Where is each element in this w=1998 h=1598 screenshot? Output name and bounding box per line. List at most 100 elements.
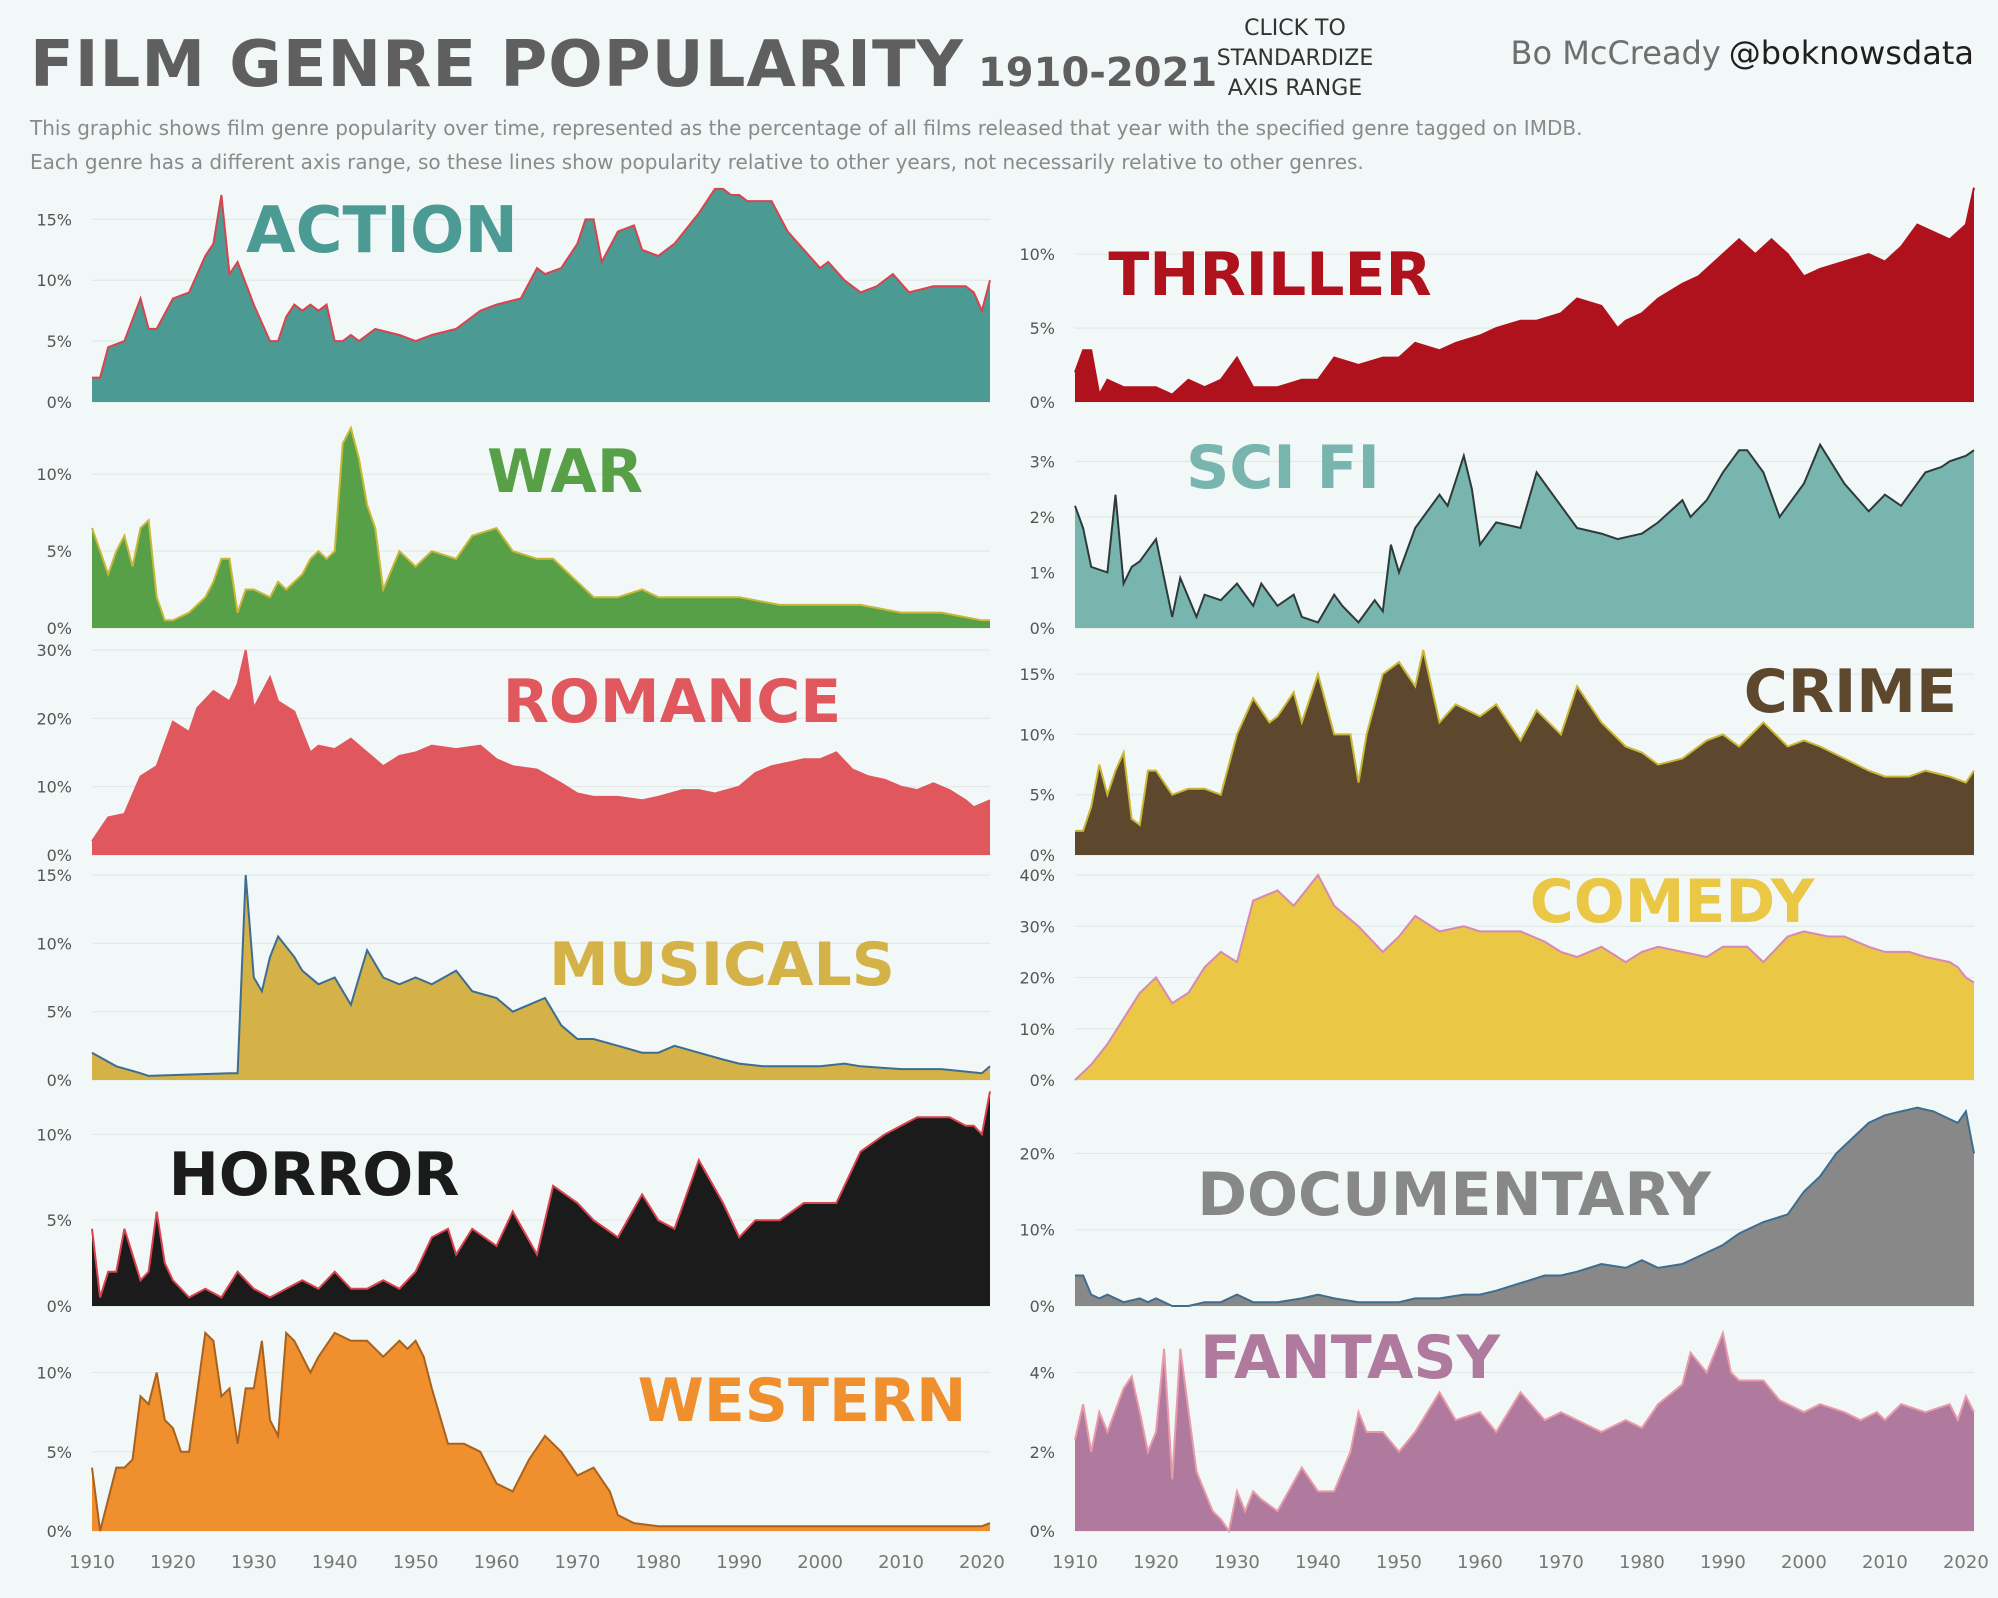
y-tick-label: 0% — [1030, 1297, 1055, 1316]
genre-panel-western: 0% 5% 10% WESTERN — [36, 1330, 991, 1541]
genre-label: SCI FI — [1186, 433, 1380, 503]
y-tick-label: 20% — [36, 709, 72, 728]
y-tick-label: 0% — [1030, 619, 1055, 638]
area-fill — [92, 428, 990, 628]
x-tick-label: 1980 — [635, 1552, 681, 1573]
y-tick-label: 4% — [1030, 1364, 1055, 1383]
x-tick-label: 1920 — [1133, 1552, 1179, 1573]
x-tick-label: 1910 — [1052, 1552, 1098, 1573]
y-tick-label: 40% — [1019, 866, 1055, 885]
genre-label: WESTERN — [638, 1366, 967, 1436]
y-tick-label: 0% — [1030, 1071, 1055, 1090]
genre-label: WAR — [487, 437, 643, 507]
area-fill — [92, 1091, 990, 1306]
y-tick-label: 0% — [47, 393, 72, 412]
y-tick-label: 20% — [1019, 1144, 1055, 1163]
genre-panel-fantasy: 0% 2% 4% FANTASY — [1030, 1323, 1975, 1541]
author-handle: @boknowsdata — [1728, 34, 1974, 72]
area-fill — [92, 188, 990, 402]
area-fill — [1075, 875, 1974, 1080]
y-tick-label: 10% — [36, 1364, 72, 1383]
x-tick-label: 1920 — [150, 1552, 196, 1573]
y-tick-label: 5% — [47, 1443, 72, 1462]
y-tick-label: 0% — [47, 1522, 72, 1541]
y-tick-label: 10% — [36, 1125, 72, 1144]
genre-label: ROMANCE — [503, 667, 842, 737]
y-tick-label: 0% — [47, 619, 72, 638]
y-tick-label: 10% — [1019, 1221, 1055, 1240]
y-tick-label: 0% — [47, 846, 72, 865]
standardize-line-2: STANDARDIZE — [1216, 46, 1374, 71]
y-tick-label: 0% — [1030, 1522, 1055, 1541]
area-fill — [1075, 187, 1974, 402]
area-fill — [92, 1332, 990, 1531]
standardize-line-1: CLICK TO — [1244, 16, 1346, 41]
genre-panel-sci-fi: 0% 1% 2% 3% SCI FI — [1030, 433, 1975, 638]
x-tick-label: 2020 — [959, 1552, 1005, 1573]
area-fill — [1075, 1107, 1974, 1306]
x-tick-label: 2010 — [878, 1552, 924, 1573]
y-tick-label: 10% — [1019, 1020, 1055, 1039]
y-tick-label: 20% — [1019, 969, 1055, 988]
y-tick-label: 5% — [47, 1211, 72, 1230]
description-line-2: Each genre has a different axis range, s… — [30, 150, 1364, 174]
x-tick-label: 1930 — [231, 1552, 277, 1573]
y-tick-label: 10% — [36, 934, 72, 953]
x-tick-label: 1970 — [554, 1552, 600, 1573]
x-tick-label: 1970 — [1538, 1552, 1584, 1573]
y-tick-label: 5% — [47, 542, 72, 561]
title-text: FILM GENRE POPULARITY — [30, 28, 964, 102]
x-tick-label: 1960 — [474, 1552, 520, 1573]
x-tick-label: 2010 — [1862, 1552, 1908, 1573]
y-tick-label: 2% — [1030, 1443, 1055, 1462]
author-name: Bo McCready — [1510, 34, 1721, 72]
standardize-line-3: AXIS RANGE — [1227, 76, 1363, 101]
y-tick-label: 5% — [1030, 786, 1055, 805]
y-tick-label: 2% — [1030, 508, 1055, 527]
y-tick-label: 30% — [36, 641, 72, 660]
y-tick-label: 1% — [1030, 563, 1055, 582]
area-fill — [1075, 444, 1974, 628]
author-credit: Bo McCready @boknowsdata — [1511, 34, 1974, 72]
genre-label: COMEDY — [1530, 867, 1816, 937]
y-tick-label: 3% — [1030, 452, 1055, 471]
y-tick-label: 15% — [1019, 665, 1055, 684]
x-tick-label: 2000 — [1781, 1552, 1827, 1573]
y-tick-label: 5% — [47, 332, 72, 351]
series-line — [91, 1330, 991, 1532]
x-tick-label: 1910 — [69, 1552, 115, 1573]
x-tick-label: 1950 — [393, 1552, 439, 1573]
x-tick-label: 2020 — [1943, 1552, 1989, 1573]
x-tick-label: 2000 — [797, 1552, 843, 1573]
genre-panel-romance: 0% 10% 20% 30% ROMANCE — [36, 641, 991, 865]
series-line — [1074, 873, 1975, 1081]
standardize-axis-button[interactable]: CLICK TO STANDARDIZE AXIS RANGE — [1190, 14, 1400, 104]
genre-label: MUSICALS — [549, 930, 895, 1000]
genre-label: HORROR — [169, 1140, 460, 1210]
x-tick-label: 1940 — [1295, 1552, 1341, 1573]
y-tick-label: 10% — [36, 271, 72, 290]
y-tick-label: 0% — [47, 1297, 72, 1316]
x-tick-label: 1990 — [1700, 1552, 1746, 1573]
series-line — [92, 187, 991, 379]
series-line — [1074, 1329, 1975, 1534]
x-tick-label: 1940 — [312, 1552, 358, 1573]
chart-title: FILM GENRE POPULARITY 1910-2021 — [30, 28, 1217, 102]
y-tick-label: 15% — [36, 866, 72, 885]
series-line — [91, 1091, 991, 1299]
series-line — [1074, 442, 1975, 624]
genre-panel-documentary: 0% 10% 20% DOCUMENTARY — [1019, 1106, 1975, 1316]
genre-label: FANTASY — [1200, 1323, 1502, 1393]
x-tick-label: 1960 — [1457, 1552, 1503, 1573]
genre-label: ACTION — [246, 194, 518, 268]
x-tick-label: 1950 — [1376, 1552, 1422, 1573]
genre-label: THRILLER — [1108, 240, 1431, 310]
area-fill — [1075, 1332, 1974, 1531]
y-tick-label: 10% — [36, 465, 72, 484]
genre-panel-comedy: 0% 10% 20% 30% 40% COMEDY — [1019, 866, 1975, 1090]
genre-label: DOCUMENTARY — [1197, 1160, 1712, 1230]
y-tick-label: 5% — [1030, 319, 1055, 338]
y-tick-label: 10% — [36, 778, 72, 797]
x-tick-label: 1980 — [1619, 1552, 1665, 1573]
